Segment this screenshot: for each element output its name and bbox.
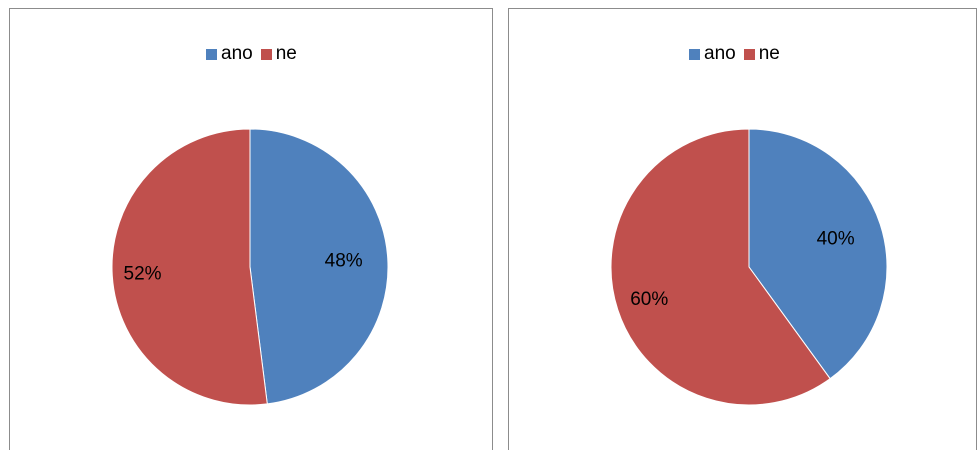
data-label-ano: 40% bbox=[817, 228, 855, 249]
chart-legend: ano ne bbox=[689, 43, 788, 65]
legend-label-ano: ano bbox=[704, 43, 736, 64]
legend-label-ano: ano bbox=[221, 43, 253, 64]
legend-swatch-ano bbox=[689, 48, 700, 60]
chart-panel-left: ano ne 48% 52% bbox=[9, 8, 493, 450]
legend-item-ne: ne bbox=[743, 43, 780, 65]
chart-legend: ano ne bbox=[206, 43, 305, 65]
legend-swatch-ne bbox=[743, 48, 755, 60]
pie-slice-ne bbox=[111, 128, 268, 406]
chart-panel-right: ano ne 40% 60% bbox=[508, 8, 977, 450]
pie-chart-left: 48% 52% bbox=[111, 128, 389, 406]
legend-item-ano: ano bbox=[206, 43, 253, 65]
legend-swatch-ne bbox=[260, 48, 272, 60]
data-label-ne: 52% bbox=[124, 263, 162, 284]
legend-label-ne: ne bbox=[275, 43, 297, 64]
legend-label-ne: ne bbox=[758, 43, 780, 64]
pie-chart-right: 40% 60% bbox=[610, 128, 888, 406]
pie-slice-ano bbox=[748, 128, 888, 380]
data-label-ano: 48% bbox=[325, 251, 363, 272]
legend-item-ne: ne bbox=[260, 43, 297, 65]
pie-slice-ano bbox=[249, 128, 389, 405]
legend-item-ano: ano bbox=[689, 43, 736, 65]
data-label-ne: 60% bbox=[630, 289, 668, 310]
legend-swatch-ano bbox=[206, 48, 217, 60]
pie-slice-ne bbox=[610, 128, 831, 406]
